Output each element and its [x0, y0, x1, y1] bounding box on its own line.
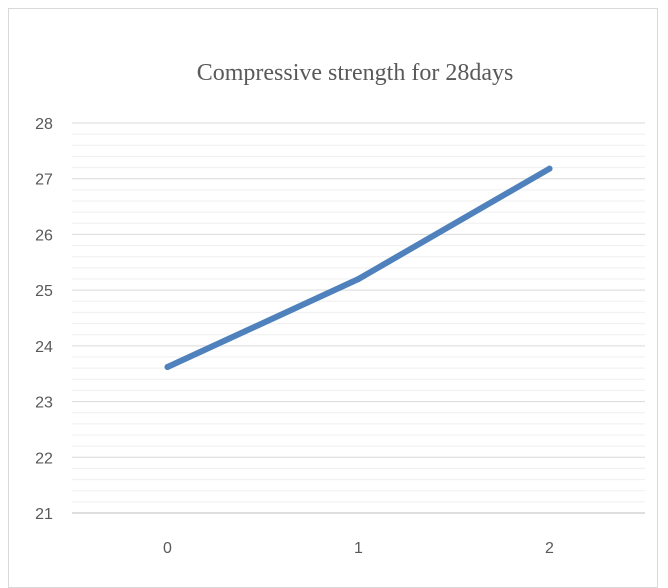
data-point	[546, 165, 553, 172]
x-tick-label: 2	[545, 540, 554, 557]
chart-title: Compressive strength for 28days	[197, 60, 514, 86]
x-tick-label: 1	[354, 540, 363, 557]
y-tick-label: 26	[35, 227, 53, 244]
data-point	[164, 364, 171, 371]
y-tick-label: 28	[35, 116, 53, 133]
y-axis-tick-labels: 21 22 23 24 25 26 27 28	[35, 116, 53, 523]
y-tick-label: 21	[35, 506, 53, 523]
chart-frame	[8, 8, 658, 588]
y-tick-label: 25	[35, 283, 53, 300]
major-gridlines	[72, 122, 645, 514]
y-tick-label: 23	[35, 395, 53, 412]
y-tick-label: 24	[35, 339, 53, 356]
y-tick-label: 27	[35, 172, 53, 189]
data-point	[355, 276, 362, 282]
x-axis-tick-labels: 0 1 2	[163, 540, 554, 557]
y-tick-label: 22	[35, 450, 53, 467]
series-group	[164, 165, 553, 371]
line-chart: Compressive strength for 28days 21222324…	[35, 60, 645, 557]
minor-gridlines	[72, 133, 645, 503]
x-tick-label: 0	[163, 540, 172, 557]
